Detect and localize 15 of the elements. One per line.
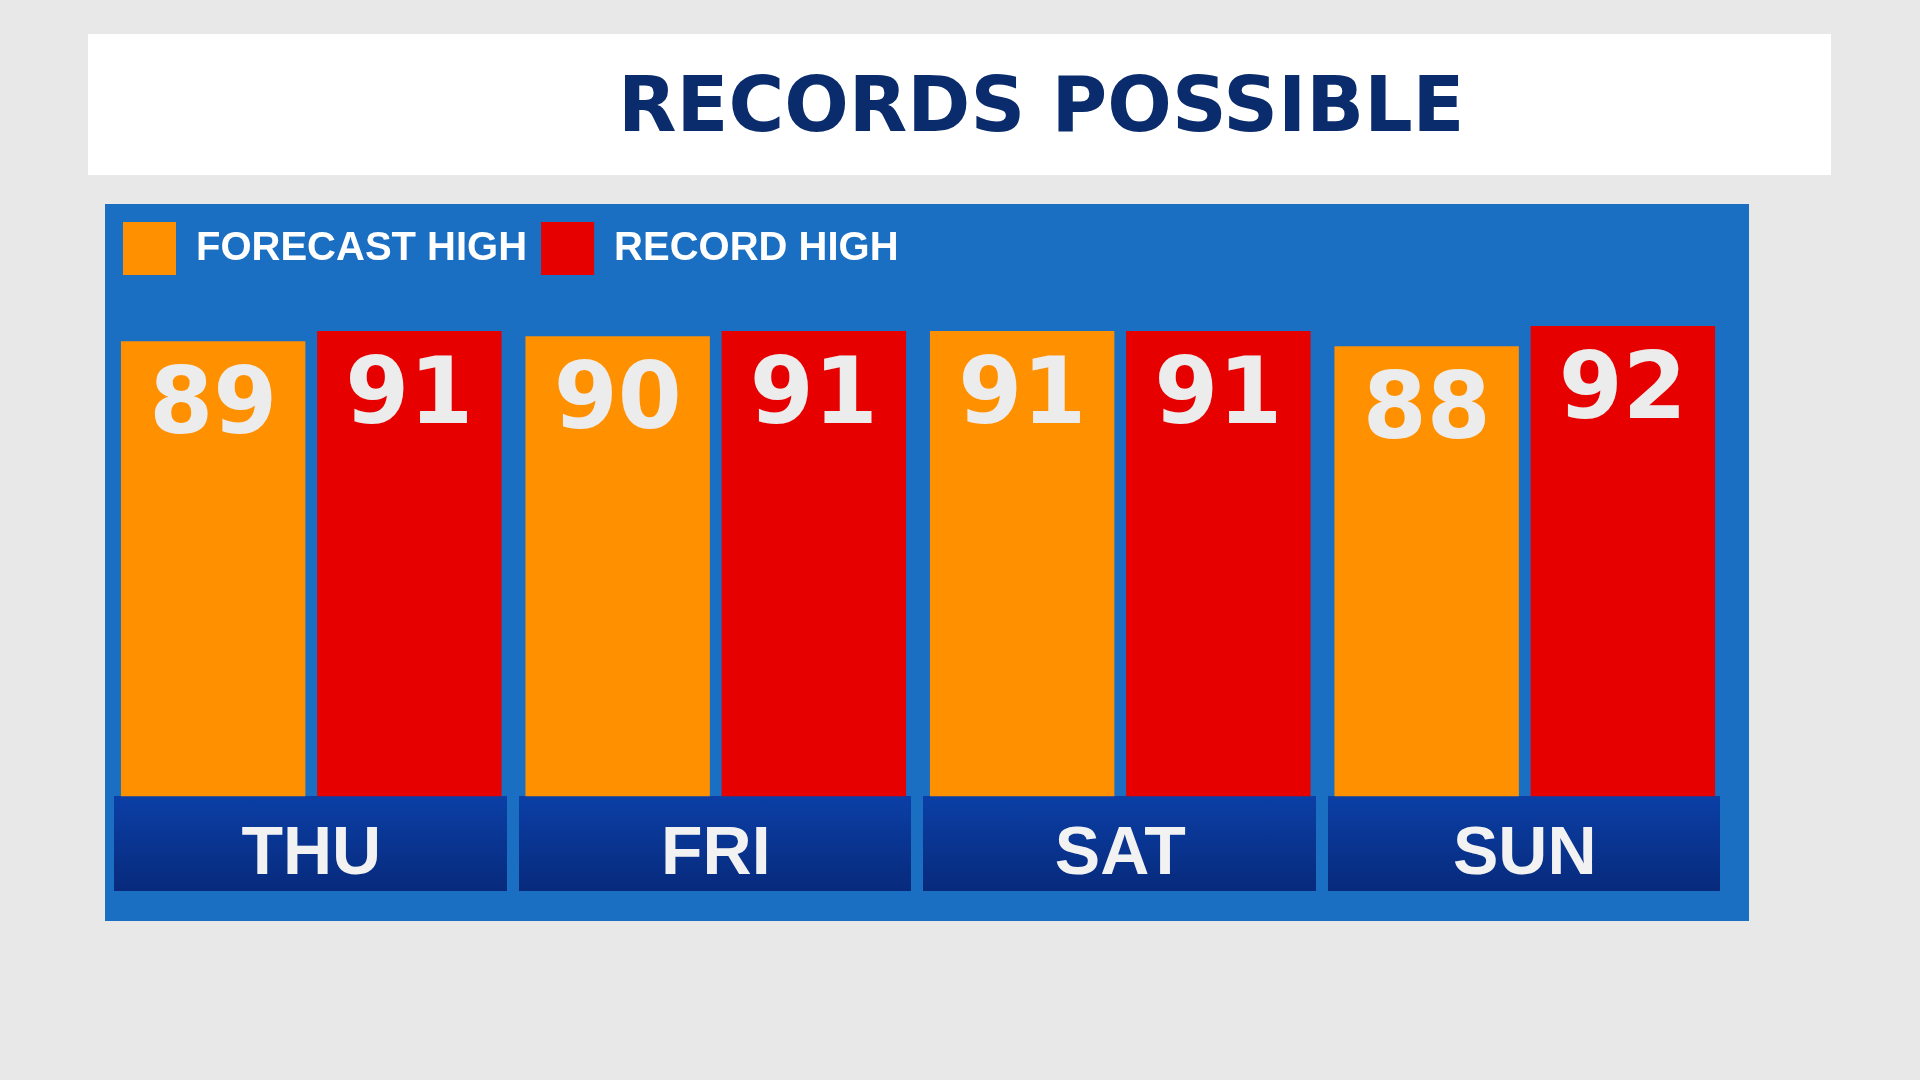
x-tick-label: FRI [660, 811, 771, 888]
legend-label: RECORD HIGH [614, 223, 899, 268]
data-label: 91 [345, 338, 474, 446]
x-tick-label: SUN [1452, 811, 1597, 888]
data-label: 92 [1558, 332, 1687, 440]
data-label: 90 [553, 343, 682, 451]
data-label: 91 [958, 338, 1087, 446]
chart-title: RECORDS POSSIBLE [618, 59, 1465, 151]
x-tick-label: THU [241, 811, 382, 888]
data-label: 89 [149, 348, 278, 456]
data-label: 88 [1362, 353, 1491, 461]
data-label: 91 [749, 338, 878, 446]
legend-label: FORECAST HIGH [196, 223, 528, 268]
x-tick-label: SAT [1054, 811, 1186, 888]
data-label: 91 [1154, 338, 1283, 446]
